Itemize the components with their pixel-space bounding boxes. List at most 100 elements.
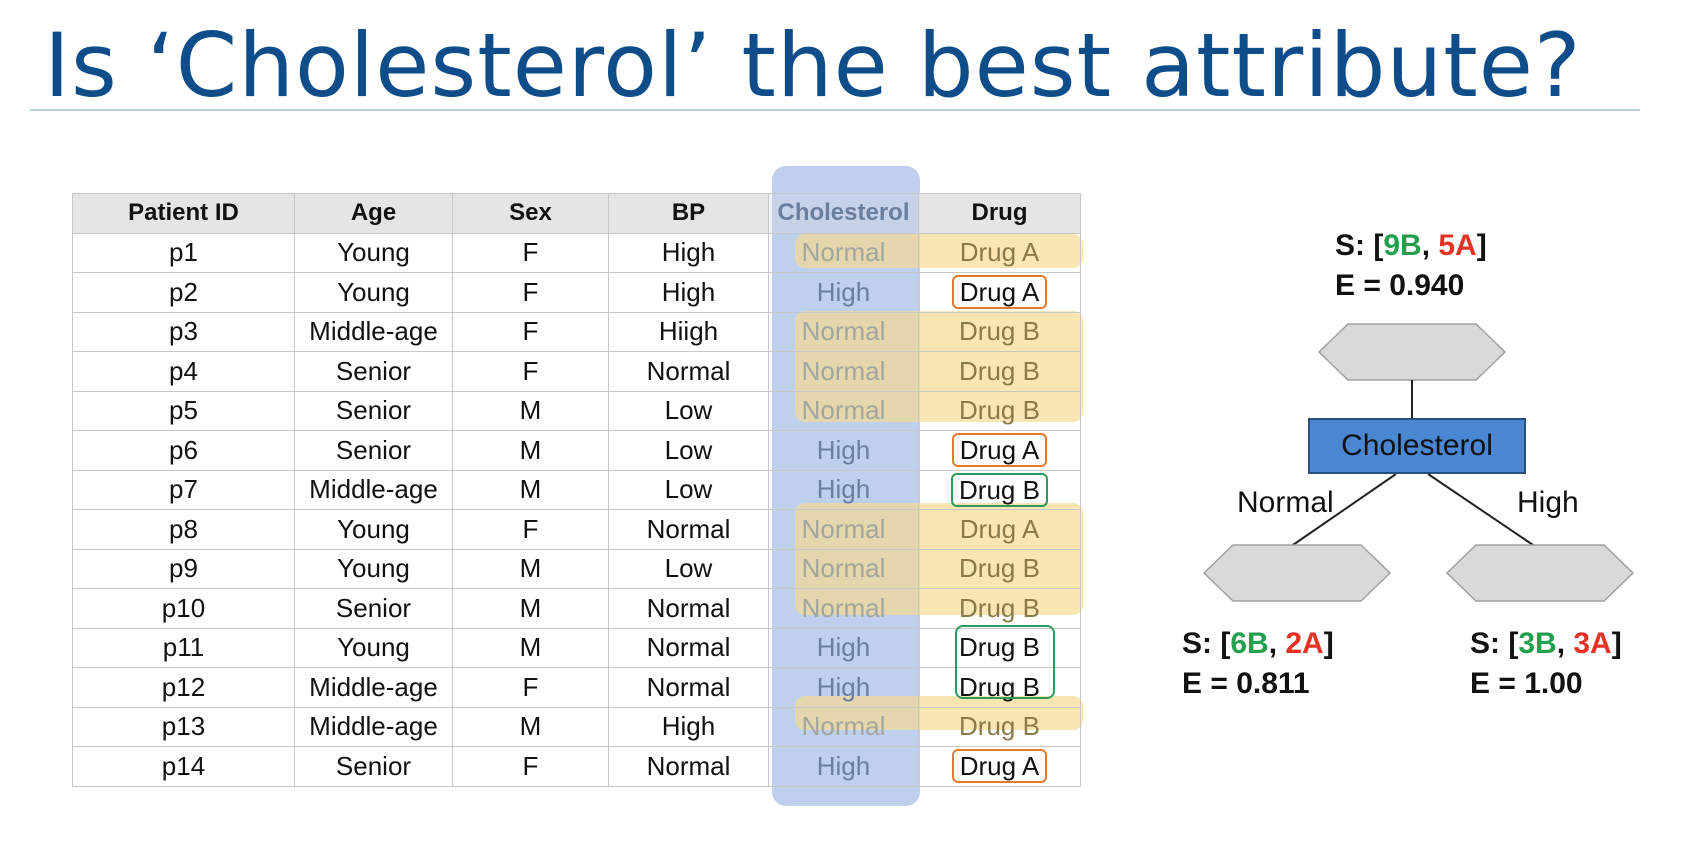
- normal-branch-label: Normal: [1237, 486, 1334, 519]
- drug-label: Drug A: [959, 513, 1040, 544]
- table-row: p11 Young M Normal High Drug B: [72, 627, 1081, 668]
- sex-cell: M: [452, 469, 609, 510]
- drug-cell: Drug B: [918, 311, 1081, 352]
- bp-cell: Low: [608, 548, 769, 589]
- patient-id-cell: p7: [72, 469, 295, 510]
- cholesterol-cell: High: [768, 469, 919, 510]
- bp-cell: High: [608, 232, 769, 273]
- left-entropy: E = 0.811: [1182, 667, 1310, 700]
- header-age: Age: [294, 193, 453, 234]
- drug-label: Drug B: [959, 592, 1040, 623]
- cholesterol-cell: Normal: [768, 548, 919, 589]
- sex-cell: F: [452, 311, 609, 352]
- sex-cell: M: [452, 548, 609, 589]
- drug-label: Drug B: [959, 632, 1040, 663]
- patient-id-cell: p14: [72, 746, 295, 787]
- header-patient-id: Patient ID: [72, 193, 295, 234]
- drug-label: Drug B: [959, 671, 1040, 702]
- high-drug-b-group-outline: [955, 625, 1055, 699]
- age-cell: Middle-age: [294, 311, 453, 352]
- cholesterol-cell: High: [768, 746, 919, 787]
- bp-cell: Low: [608, 469, 769, 510]
- patient-id-cell: p9: [72, 548, 295, 589]
- drug-cell: Drug A: [918, 232, 1081, 273]
- root-entropy: E = 0.940: [1335, 269, 1465, 302]
- drug-cell: Drug B: [918, 390, 1081, 431]
- table-row: p14 Senior F Normal High Drug A: [72, 746, 1081, 787]
- patient-table: Patient ID Age Sex BP Cholesterol Drug p…: [72, 193, 1081, 787]
- cholesterol-cell: Normal: [768, 706, 919, 747]
- table-row: p10 Senior M Normal Normal Drug B: [72, 588, 1081, 629]
- drug-label: Drug B: [959, 553, 1040, 584]
- left-leaf-hexagon: [1202, 544, 1392, 602]
- table-row: p12 Middle-age F Normal High Drug B: [72, 667, 1081, 708]
- sex-cell: F: [452, 746, 609, 787]
- drug-label: Drug B: [959, 316, 1040, 347]
- table-row: p2 Young F High High Drug A: [72, 272, 1081, 313]
- drug-cell: Drug B: [918, 706, 1081, 747]
- bp-cell: Normal: [608, 746, 769, 787]
- drug-cell: Drug A: [918, 746, 1081, 787]
- title-divider: [30, 109, 1640, 111]
- patient-id-cell: p13: [72, 706, 295, 747]
- bp-cell: Normal: [608, 351, 769, 392]
- age-cell: Middle-age: [294, 469, 453, 510]
- left-sample-counts: S: [6B, 2A]: [1182, 627, 1334, 660]
- drug-label: Drug A: [951, 275, 1048, 310]
- left-leaf-stats: S: [6B, 2A] E = 0.811: [1182, 624, 1334, 704]
- header-sex: Sex: [452, 193, 609, 234]
- right-sample-counts: S: [3B, 3A]: [1470, 627, 1622, 660]
- drug-label: Drug B: [959, 395, 1040, 426]
- drug-label: Drug A: [951, 433, 1048, 468]
- header-bp: BP: [608, 193, 769, 234]
- cholesterol-cell: High: [768, 272, 919, 313]
- root-hexagon: [1317, 323, 1507, 381]
- age-cell: Young: [294, 272, 453, 313]
- table-row: p9 Young M Low Normal Drug B: [72, 548, 1081, 589]
- drug-cell: Drug B: [918, 469, 1081, 510]
- age-cell: Young: [294, 548, 453, 589]
- right-leaf-stats: S: [3B, 3A] E = 1.00: [1470, 624, 1622, 704]
- drug-cell: Drug B: [918, 588, 1081, 629]
- bp-cell: High: [608, 706, 769, 747]
- patient-id-cell: p11: [72, 627, 295, 668]
- patient-id-cell: p4: [72, 351, 295, 392]
- sex-cell: M: [452, 627, 609, 668]
- patient-id-cell: p1: [72, 232, 295, 273]
- drug-cell: Drug A: [918, 509, 1081, 550]
- right-leaf-hexagon: [1445, 544, 1635, 602]
- age-cell: Middle-age: [294, 667, 453, 708]
- table-row: p7 Middle-age M Low High Drug B: [72, 469, 1081, 510]
- table-row: p8 Young F Normal Normal Drug A: [72, 509, 1081, 550]
- bp-cell: Hiigh: [608, 311, 769, 352]
- sex-cell: M: [452, 390, 609, 431]
- drug-label: Drug B: [959, 711, 1040, 742]
- patient-id-cell: p10: [72, 588, 295, 629]
- drug-label: Drug B: [959, 355, 1040, 386]
- table-header-row: Patient ID Age Sex BP Cholesterol Drug: [72, 193, 1081, 234]
- patient-id-cell: p6: [72, 430, 295, 471]
- cholesterol-node: Cholesterol: [1308, 418, 1526, 474]
- bp-cell: Normal: [608, 627, 769, 668]
- header-cholesterol: Cholesterol: [768, 193, 919, 234]
- age-cell: Senior: [294, 351, 453, 392]
- drug-cell: Drug A: [918, 430, 1081, 471]
- cholesterol-cell: High: [768, 667, 919, 708]
- bp-cell: Low: [608, 430, 769, 471]
- age-cell: Young: [294, 509, 453, 550]
- age-cell: Senior: [294, 746, 453, 787]
- age-cell: Young: [294, 232, 453, 273]
- patient-id-cell: p12: [72, 667, 295, 708]
- sex-cell: F: [452, 667, 609, 708]
- age-cell: Senior: [294, 588, 453, 629]
- cholesterol-cell: Normal: [768, 232, 919, 273]
- drug-cell: Drug A: [918, 272, 1081, 313]
- bp-cell: High: [608, 272, 769, 313]
- table-row: p13 Middle-age M High Normal Drug B: [72, 706, 1081, 747]
- cholesterol-cell: Normal: [768, 588, 919, 629]
- sex-cell: F: [452, 509, 609, 550]
- drug-label: Drug A: [959, 237, 1040, 268]
- table-row: p1 Young F High Normal Drug A: [72, 232, 1081, 273]
- sex-cell: M: [452, 588, 609, 629]
